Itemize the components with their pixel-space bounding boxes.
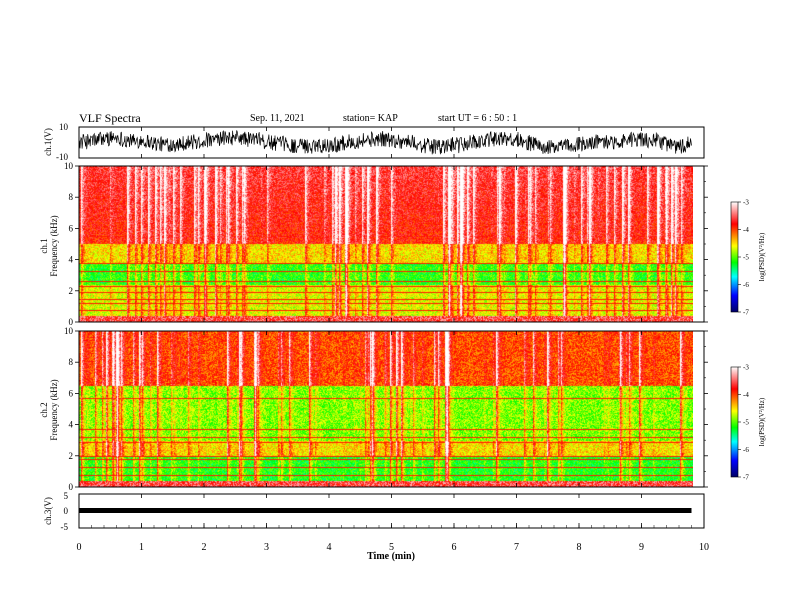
ch1-waveform-trace	[78, 130, 692, 155]
colorbar-tick-label: -3	[743, 199, 749, 207]
date-label: Sep. 11, 2021	[250, 113, 305, 124]
colorbar-tick-label: -4	[743, 226, 749, 234]
x-tick-label: 10	[699, 542, 709, 553]
ch2-colorbar-gradient	[730, 366, 739, 478]
ch3-ytick-minus5: -5	[61, 522, 69, 532]
ch3-ytick-0: 0	[64, 506, 69, 516]
ch1-spectrogram-panel: 0 2 4 6 8 10 ch.1 Frequency (kHz)	[39, 161, 708, 327]
colorbar-tick-label: -6	[743, 446, 749, 454]
ch2-spec-ylabel-1: ch.2	[39, 402, 49, 417]
ch1-colorbar: -3 -4 -5 -6 -7 log(PSD)(V²/Hz)	[730, 199, 766, 317]
x-tick-label: 5	[389, 542, 394, 553]
ch1-waveform-panel: 10 -10 ch.1(V)	[43, 122, 705, 162]
ch3-waveform-panel: 5 0 -5 ch.3(V)	[43, 491, 705, 532]
freq-tick-label: 4	[69, 420, 74, 430]
colorbar-tick-label: -3	[743, 364, 749, 372]
x-axis-label: Time (min)	[367, 551, 415, 562]
ch2-spectrogram-image	[79, 331, 693, 487]
x-tick-label: 4	[327, 542, 332, 553]
x-tick-label: 6	[452, 542, 457, 553]
ch1-spec-ylabel-2: Frequency (kHz)	[49, 215, 59, 276]
ch3-ytick-5: 5	[64, 491, 69, 501]
chart-title: VLF Spectra	[79, 111, 141, 125]
ch2-colorbar-label: log(PSD)(V²/Hz)	[758, 397, 766, 446]
ch3-ylabel: ch.3(V)	[43, 497, 53, 525]
ch3-waveform-trace	[79, 508, 692, 513]
freq-tick-label: 6	[69, 388, 74, 398]
x-tick-label: 1	[139, 542, 144, 553]
colorbar-tick-label: -4	[743, 391, 749, 399]
x-tick-label: 3	[264, 542, 269, 553]
colorbar-tick-label: -7	[743, 309, 749, 317]
start-time-label: start UT = 6 : 50 : 1	[438, 113, 518, 124]
colorbar-tick-label: -7	[743, 474, 749, 482]
ch2-spec-ylabel-2: Frequency (kHz)	[49, 379, 59, 440]
ch1-ytick-top: 10	[59, 122, 69, 132]
ch1-colorbar-gradient	[730, 201, 739, 313]
x-tick-label: 2	[202, 542, 207, 553]
x-tick-label: 9	[639, 542, 644, 553]
ch2-spectrogram-panel: 0 2 4 6 8 10 ch.2 Frequency (kHz)	[39, 326, 708, 492]
freq-tick-label: 0	[69, 482, 74, 492]
station-label: station= KAP	[343, 113, 398, 124]
colorbar-tick-label: -6	[743, 281, 749, 289]
freq-tick-label: 0	[69, 317, 74, 327]
freq-tick-label: 8	[69, 357, 74, 367]
x-tick-label: 7	[514, 542, 519, 553]
ch1-ytick-bottom: -10	[56, 152, 68, 162]
freq-tick-label: 2	[69, 451, 74, 461]
freq-tick-label: 4	[69, 255, 74, 265]
freq-tick-label: 10	[64, 326, 74, 336]
freq-tick-label: 10	[64, 161, 74, 171]
freq-tick-label: 2	[69, 286, 74, 296]
ch1-spectrogram-image	[79, 166, 693, 322]
ch1-colorbar-label: log(PSD)(V²/Hz)	[758, 232, 766, 281]
ch1-spec-ylabel-1: ch.1	[39, 238, 49, 253]
colorbar-tick-label: -5	[743, 419, 749, 427]
ch1-ylabel: ch.1(V)	[43, 128, 53, 156]
time-axis: 0 1 2 3 4 5 6 7 8 9 10	[77, 127, 709, 553]
x-tick-label: 0	[77, 542, 82, 553]
freq-tick-label: 6	[69, 223, 74, 233]
x-tick-label: 8	[577, 542, 582, 553]
colorbar-tick-label: -5	[743, 254, 749, 262]
ch2-colorbar: -3 -4 -5 -6 -7 log(PSD)(V²/Hz)	[730, 364, 766, 482]
freq-tick-label: 8	[69, 192, 74, 202]
